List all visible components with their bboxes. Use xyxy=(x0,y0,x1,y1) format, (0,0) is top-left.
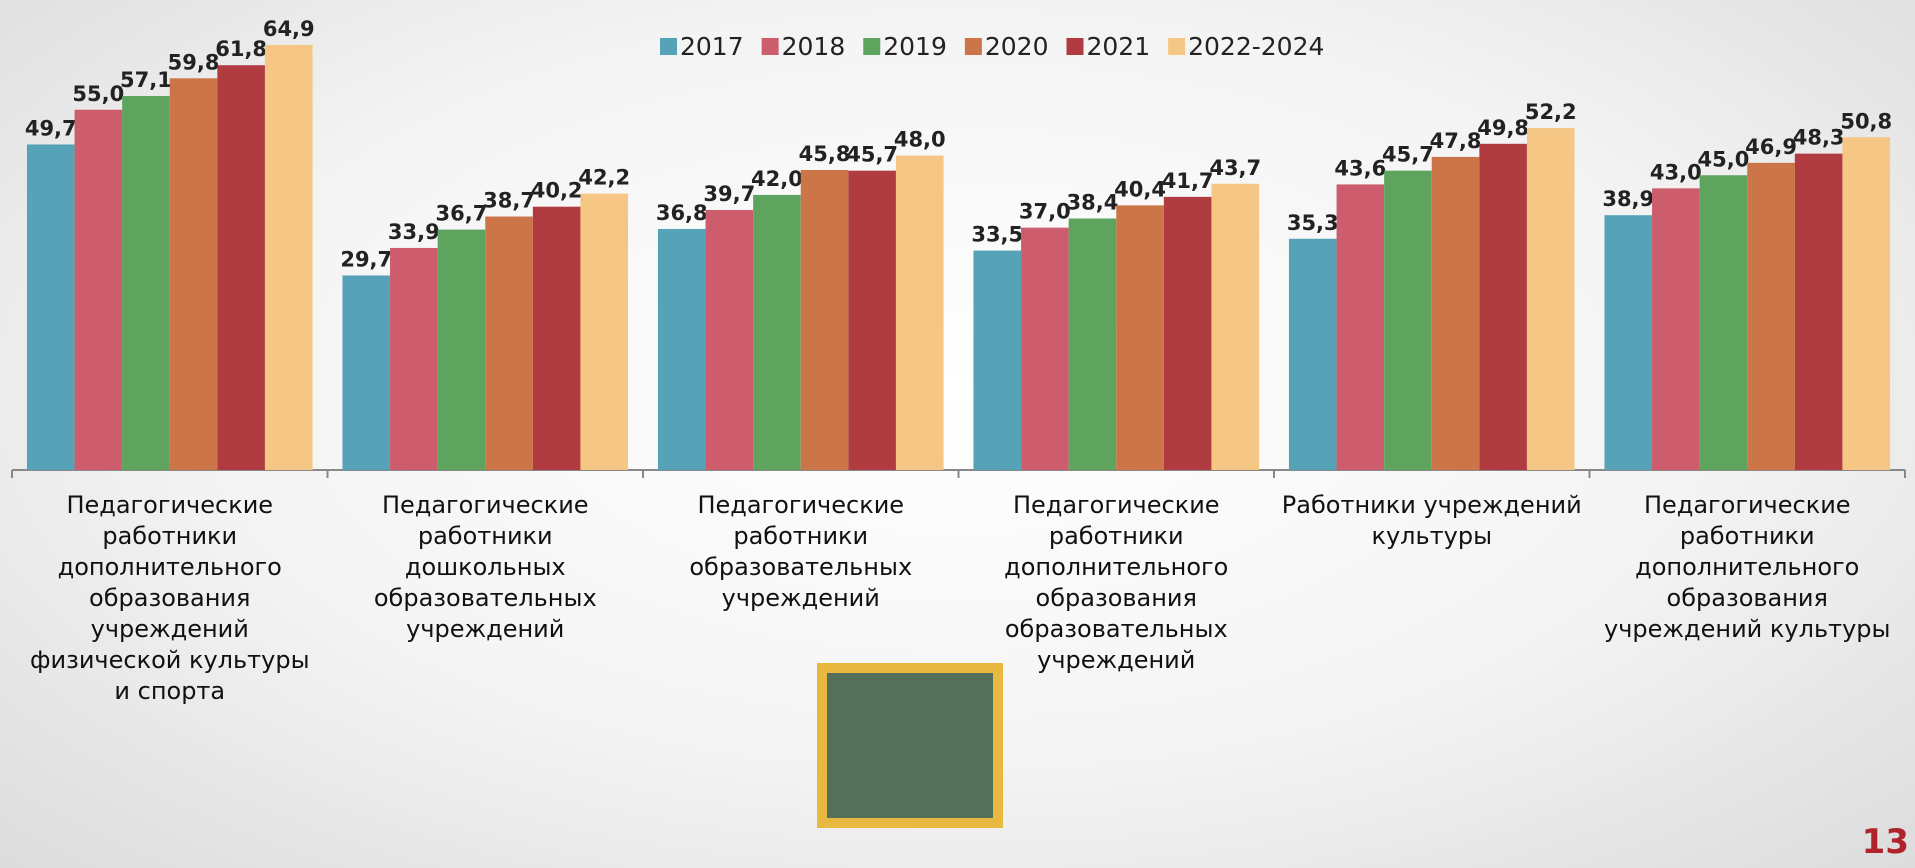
bar xyxy=(753,194,801,470)
value-label: 57,1 xyxy=(120,68,172,92)
legend-swatch xyxy=(863,38,881,55)
bar xyxy=(1794,153,1843,470)
value-label: 38,9 xyxy=(1602,187,1654,211)
legend-label: 2019 xyxy=(883,32,947,61)
value-label: 39,7 xyxy=(703,182,755,206)
value-label: 64,9 xyxy=(263,17,315,41)
bar xyxy=(390,247,438,470)
value-label: 33,5 xyxy=(971,223,1023,247)
bar xyxy=(1384,170,1432,471)
legend-swatch xyxy=(1168,38,1186,55)
bar xyxy=(74,109,123,470)
value-label: 36,7 xyxy=(436,202,488,226)
value-label: 42,0 xyxy=(751,167,803,191)
bar xyxy=(1336,184,1385,471)
bar xyxy=(800,170,849,470)
value-label: 61,8 xyxy=(215,37,267,61)
bar xyxy=(1116,205,1164,470)
value-label: 55,0 xyxy=(72,82,124,106)
value-label: 29,7 xyxy=(340,247,392,271)
legend-label: 2018 xyxy=(782,32,846,61)
value-label: 48,3 xyxy=(1793,126,1845,150)
value-label: 43,0 xyxy=(1650,160,1702,184)
category-label: Педагогические работники образовательных… xyxy=(689,491,913,612)
legend-swatch xyxy=(761,38,779,55)
category-label: Педагогические работники дошкольных обра… xyxy=(373,491,597,643)
bar xyxy=(1652,188,1700,470)
legend-label: 2022-2024 xyxy=(1188,32,1324,61)
value-label: 45,7 xyxy=(846,143,898,167)
bar xyxy=(1211,183,1260,470)
category-label: Работники учреждений культуры xyxy=(1281,491,1582,550)
legend-swatch xyxy=(964,38,982,55)
bar xyxy=(1699,175,1748,470)
bar xyxy=(26,144,75,470)
bar xyxy=(122,95,170,471)
value-label: 52,2 xyxy=(1525,100,1577,124)
bar xyxy=(532,206,581,470)
category-label: Педагогические работники дополнительного… xyxy=(1004,491,1229,674)
legend-swatch xyxy=(1066,38,1084,55)
bar xyxy=(1526,128,1575,470)
bar xyxy=(848,170,896,471)
value-label: 49,8 xyxy=(1477,116,1529,140)
value-label: 37,0 xyxy=(1019,200,1071,224)
bar xyxy=(1747,162,1795,470)
bar xyxy=(705,209,754,470)
value-label: 36,8 xyxy=(656,201,708,225)
legend-swatch xyxy=(660,38,677,55)
value-label: 38,4 xyxy=(1067,190,1119,214)
bar xyxy=(973,250,1022,470)
value-label: 59,8 xyxy=(168,50,220,74)
value-label: 49,7 xyxy=(25,116,77,140)
value-label: 43,7 xyxy=(1209,156,1261,180)
legend-label: 2020 xyxy=(985,32,1049,61)
value-label: 33,9 xyxy=(388,220,440,244)
bar xyxy=(437,229,486,470)
bar xyxy=(485,216,533,470)
value-label: 48,0 xyxy=(894,128,946,152)
bar xyxy=(1288,238,1337,470)
bar xyxy=(657,228,706,470)
blackboard xyxy=(827,673,993,818)
bar xyxy=(1604,215,1653,470)
value-label: 40,2 xyxy=(531,179,583,203)
value-label: 50,8 xyxy=(1840,109,1892,133)
bar xyxy=(580,193,629,470)
value-label: 40,4 xyxy=(1114,177,1166,201)
value-label: 45,7 xyxy=(1382,143,1434,167)
bar xyxy=(342,275,391,470)
value-label: 45,8 xyxy=(799,142,851,166)
category-label: Педагогические работники дополнительного… xyxy=(29,491,310,705)
bar xyxy=(217,65,265,471)
bar xyxy=(1842,137,1891,470)
bar xyxy=(1431,156,1480,470)
value-label: 43,6 xyxy=(1334,156,1386,180)
legend-label: 2017 xyxy=(680,32,744,61)
page-number: 13 xyxy=(1861,822,1909,862)
bar xyxy=(264,44,313,470)
value-label: 38,7 xyxy=(483,189,535,213)
bar xyxy=(169,78,218,470)
category-label: Педагогические работники дополнительного… xyxy=(1604,491,1891,643)
bar xyxy=(1479,143,1527,470)
value-label: 47,8 xyxy=(1430,129,1482,153)
value-label: 35,3 xyxy=(1287,211,1339,235)
value-label: 46,9 xyxy=(1745,135,1797,159)
bar xyxy=(1163,196,1212,471)
value-label: 42,2 xyxy=(578,166,630,190)
bar xyxy=(1021,227,1069,470)
legend-label: 2021 xyxy=(1087,32,1151,61)
bar xyxy=(1068,218,1117,470)
value-label: 41,7 xyxy=(1162,169,1214,193)
value-label: 45,0 xyxy=(1698,147,1750,171)
bar xyxy=(895,155,944,470)
